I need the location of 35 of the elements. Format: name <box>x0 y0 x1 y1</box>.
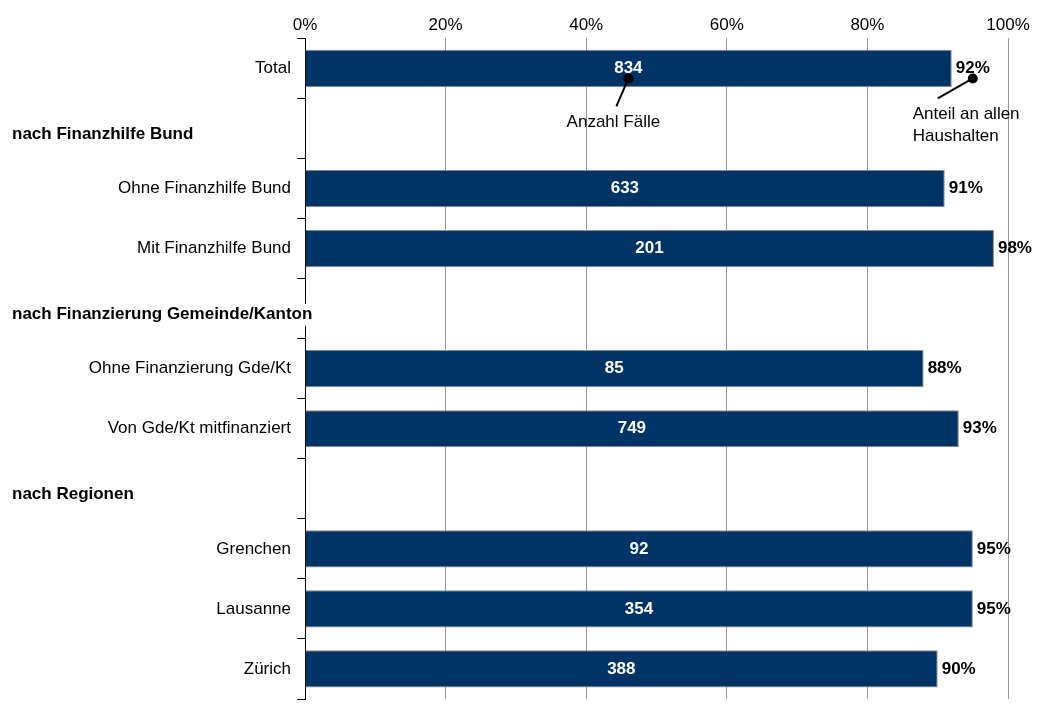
data-label: 95% <box>976 538 1011 558</box>
data-label: 90% <box>941 658 976 678</box>
data-label: 91% <box>948 178 983 198</box>
y-tick-label: Zürich <box>243 658 291 678</box>
annotation: 834 <box>614 58 644 78</box>
annotation: 388 <box>607 658 636 678</box>
y-tick-label: Ohne Finanzierung Gde/Kt <box>88 358 292 378</box>
annotation: Anzahl Fälle <box>566 112 661 132</box>
y-tick-label: Mit Finanzhilfe Bund <box>136 238 291 258</box>
data-label: 88% <box>927 358 962 378</box>
x-tick-label: 80% <box>850 14 885 34</box>
annotation: 92 <box>629 538 649 558</box>
annotation: 201 <box>635 238 664 258</box>
data-label: 93% <box>962 418 997 438</box>
data-label: 98% <box>997 238 1032 258</box>
annotation: 354 <box>624 598 654 618</box>
x-tick-label: 100% <box>986 14 1030 34</box>
data-label: 92% <box>955 58 990 78</box>
x-tick-label: 0% <box>292 14 318 34</box>
annotation: 749 <box>617 418 647 438</box>
annotation: 633 <box>610 178 640 198</box>
y-tick-label: Total <box>255 58 291 78</box>
y-tick-label: Grenchen <box>216 538 291 558</box>
y-tick-label: Ohne Finanzhilfe Bund <box>118 178 291 198</box>
y-tick-label: Lausanne <box>216 598 291 618</box>
y-tick-label: Von Gde/Kt mitfinanziert <box>107 418 292 438</box>
x-tick-label: 60% <box>709 14 744 34</box>
text: nach Regionen <box>12 484 134 504</box>
data-label: 95% <box>976 598 1011 618</box>
text: nach Finanzhilfe Bund <box>12 124 194 144</box>
annotation: 85 <box>604 358 624 378</box>
annotation: Anteil an allen Haushalten <box>912 104 1020 146</box>
annotation: nach Finanzierung Gemeinde/Kanton <box>12 304 313 324</box>
x-tick-label: 40% <box>569 14 604 34</box>
x-tick-label: 20% <box>428 14 463 34</box>
